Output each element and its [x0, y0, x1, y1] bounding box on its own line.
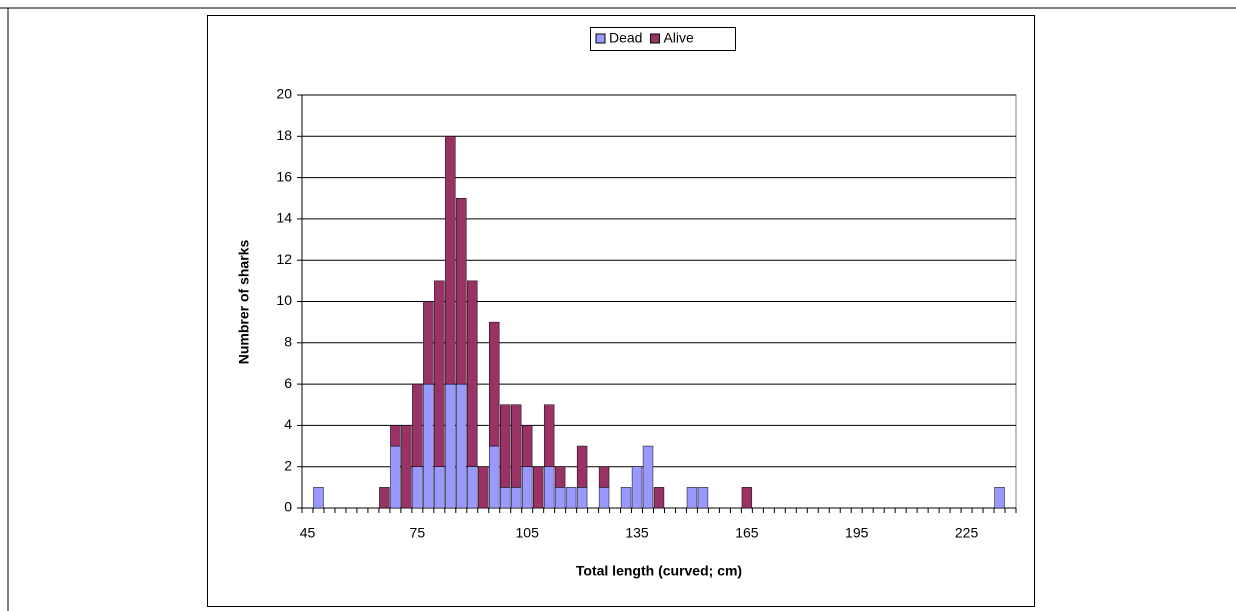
- bar: [554, 487, 566, 509]
- bar: [489, 445, 500, 509]
- y-tick-label: 16: [276, 168, 292, 184]
- bar: [412, 383, 423, 467]
- y-tick-label: 8: [284, 334, 292, 350]
- bar: [467, 466, 478, 509]
- x-tick-label: 105: [516, 525, 540, 541]
- legend-label: Alive: [663, 30, 694, 46]
- x-tick-label: 135: [625, 525, 649, 541]
- x-tick-label: 75: [410, 525, 426, 541]
- bar: [620, 487, 632, 509]
- bar: [478, 466, 489, 509]
- bar: [390, 445, 401, 509]
- bar: [456, 383, 467, 509]
- y-tick-label: 14: [276, 210, 292, 226]
- y-tick-label: 0: [284, 499, 292, 515]
- bar: [445, 136, 456, 385]
- bar: [741, 487, 753, 509]
- bar: [697, 487, 709, 509]
- bar: [653, 487, 665, 509]
- x-axis-title: Total length (curved; cm): [576, 563, 742, 579]
- bar: [500, 487, 511, 509]
- y-tick-label: 10: [276, 292, 292, 308]
- x-tick-label: 195: [845, 525, 869, 541]
- y-tick-label: 12: [276, 251, 292, 267]
- bar: [576, 487, 588, 509]
- bar: [434, 280, 445, 467]
- bar: [423, 301, 434, 385]
- bar: [511, 404, 522, 488]
- bar: [598, 466, 610, 488]
- bar: [379, 487, 390, 509]
- bar: [456, 198, 467, 385]
- bar: [511, 487, 522, 509]
- y-tick-label: 20: [276, 86, 292, 102]
- bar: [313, 487, 324, 509]
- bar: [467, 280, 478, 467]
- bar: [642, 445, 654, 509]
- bar: [576, 445, 588, 488]
- legend-label: Dead: [609, 30, 642, 46]
- bar: [401, 425, 412, 509]
- bar: [521, 425, 533, 467]
- y-tick-label: 2: [284, 457, 292, 473]
- bar: [554, 466, 566, 488]
- bar: [631, 466, 643, 509]
- bar: [994, 487, 1005, 509]
- bar: [390, 425, 401, 447]
- y-tick-label: 18: [276, 127, 292, 143]
- bar: [521, 466, 533, 509]
- bar: [434, 466, 445, 509]
- bar: [489, 321, 500, 447]
- bar: [412, 466, 423, 509]
- bar: [598, 487, 610, 509]
- legend-box: [590, 27, 736, 51]
- bar: [543, 404, 555, 467]
- x-tick-label: 165: [735, 525, 759, 541]
- y-tick-label: 4: [284, 416, 292, 432]
- bar: [423, 383, 434, 509]
- bar: [445, 383, 456, 509]
- bar: [543, 466, 555, 509]
- legend-swatch: [649, 33, 660, 44]
- x-tick-label: 225: [955, 525, 979, 541]
- y-axis-title: Numbrer of sharks: [236, 240, 252, 365]
- x-tick-label: 45: [300, 525, 316, 541]
- bar: [500, 404, 511, 488]
- bar: [565, 487, 577, 509]
- bar: [532, 466, 544, 509]
- legend-swatch: [595, 33, 606, 44]
- y-tick-label: 6: [284, 375, 292, 391]
- bar: [686, 487, 698, 509]
